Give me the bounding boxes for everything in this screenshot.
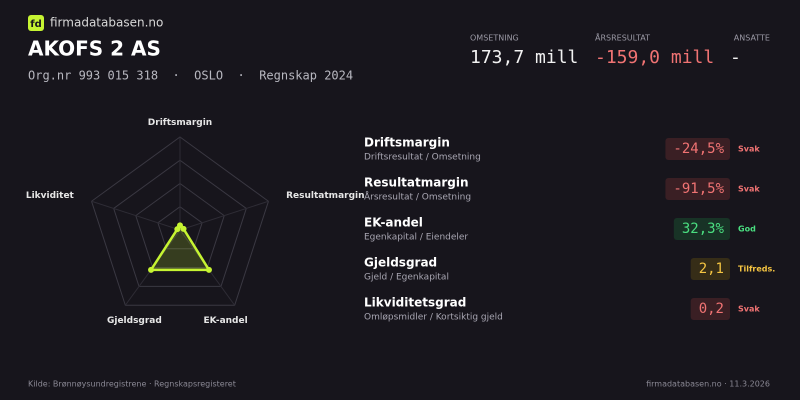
metric-value: 32,3% <box>682 221 725 237</box>
stat-label: OMSETNING <box>470 34 519 43</box>
metric-formula: Omløpsmidler / Kortsiktig gjeld <box>364 313 503 323</box>
axis-label: Gjeldsgrad <box>107 316 162 326</box>
metric-formula: Gjeld / Egenkapital <box>364 273 449 283</box>
radar-point <box>205 266 212 273</box>
metric-status: Svak <box>738 185 760 194</box>
logo-badge <box>28 15 44 31</box>
footer-site-date: firmadatabasen.no · 11.3.2026 <box>646 380 770 389</box>
metric-status: God <box>738 225 756 234</box>
axis-label: Likviditet <box>26 191 75 201</box>
axis-label: Resultatmargin <box>286 191 364 201</box>
axis-label: Driftsmargin <box>148 118 212 128</box>
company-title: AKOFS 2 AS <box>28 37 161 61</box>
metric-value-box <box>665 138 730 160</box>
company-subtitle: Org.nr 993 015 318 · OSLO · Regnskap 202… <box>28 69 353 83</box>
grid-ring <box>157 206 203 250</box>
metric-name: Likviditetsgrad <box>364 296 466 310</box>
metric-status: Tilfreds. <box>738 265 775 274</box>
radar-point <box>174 226 181 233</box>
metric-status: Svak <box>738 305 760 314</box>
radar-point <box>148 266 155 273</box>
footer-source: Kilde: Brønnøysundregistrene · Regnskaps… <box>28 380 236 389</box>
stat-label: ANSATTE <box>734 34 770 43</box>
metric-formula: Driftsresultat / Omsetning <box>364 153 481 163</box>
site-name: firmadatabasen.no <box>50 16 163 30</box>
axis-spoke <box>179 200 269 231</box>
grid-ring <box>90 136 270 306</box>
metric-formula: Egenkapital / Eiendeler <box>364 233 468 243</box>
metric-name: Driftsmargin <box>364 136 450 150</box>
stat-value: - <box>730 47 741 68</box>
metric-formula: Årsresultat / Omsetning <box>364 191 471 203</box>
metric-status: Svak <box>738 145 760 154</box>
metric-value: -24,5% <box>673 141 724 157</box>
grid-ring <box>135 182 225 269</box>
metric-name: Resultatmargin <box>364 176 469 190</box>
metric-value: 0,2 <box>699 301 724 317</box>
metric-value-box <box>673 218 730 240</box>
metric-name: EK-andel <box>364 216 423 230</box>
stat-value: -159,0 mill <box>595 47 714 68</box>
metric-value-box <box>665 178 730 200</box>
stat-value: 173,7 mill <box>470 47 578 68</box>
radar-point <box>180 225 187 232</box>
logo: fd <box>30 19 42 30</box>
axis-spoke <box>91 200 181 231</box>
metric-value-box <box>690 298 730 320</box>
grid-ring <box>113 159 247 287</box>
metric-name: Gjeldsgrad <box>364 256 437 270</box>
metric-value: -91,5% <box>673 181 724 197</box>
metric-value: 2,1 <box>699 261 724 277</box>
stat-label: ÅRSRESULTAT <box>595 32 650 43</box>
metric-value-box <box>690 258 730 280</box>
axis-label: EK-andel <box>204 316 248 326</box>
